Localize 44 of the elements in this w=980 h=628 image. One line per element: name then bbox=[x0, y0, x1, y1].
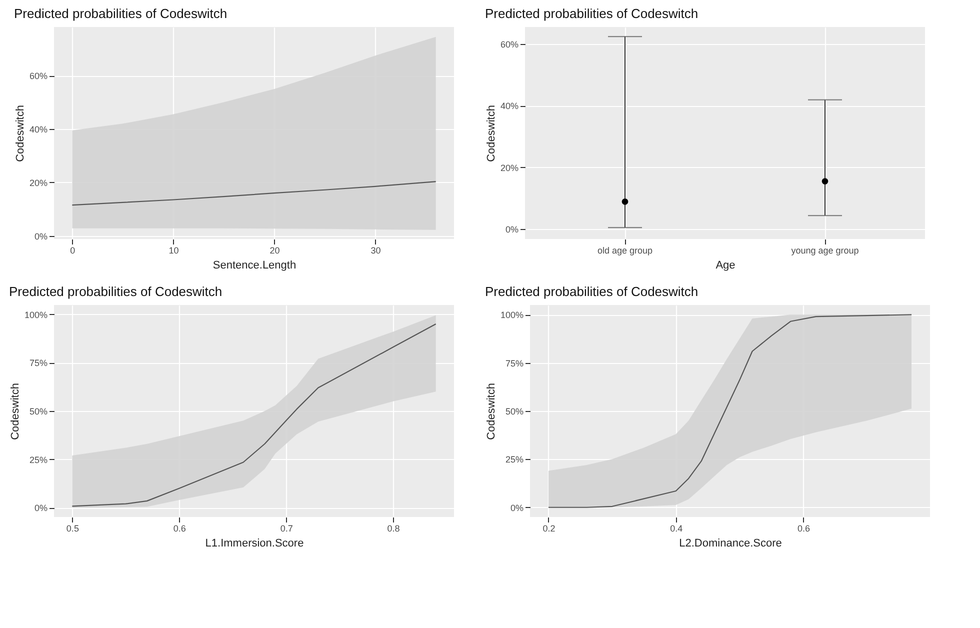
y-axis-title: Codeswitch bbox=[485, 105, 498, 162]
x-tick-label: 0.6 bbox=[797, 524, 810, 534]
x-tick-label: 0.6 bbox=[173, 524, 186, 534]
y-axis-title: Codeswitch bbox=[14, 105, 26, 162]
y-tick-label: 60% bbox=[500, 39, 518, 50]
y-axis-title: Codeswitch bbox=[9, 383, 22, 440]
line-series bbox=[72, 181, 436, 206]
x-tick-label: 0.5 bbox=[66, 524, 79, 534]
y-tick-label: 0% bbox=[34, 503, 48, 514]
x-tick-label: 20 bbox=[270, 246, 280, 256]
y-tick-label: 0% bbox=[34, 231, 48, 242]
x-tick-label: 0.2 bbox=[542, 524, 556, 534]
y-tick-label: 25% bbox=[29, 454, 48, 465]
y-tick-label: 50% bbox=[505, 406, 524, 416]
chart-title: Predicted probabilities of Codeswitch bbox=[8, 284, 222, 299]
x-tick-label: 10 bbox=[168, 246, 179, 256]
x-tick-label: 0.4 bbox=[670, 524, 683, 534]
y-tick-label: 75% bbox=[29, 358, 48, 368]
x-tick-label: 30 bbox=[370, 246, 381, 256]
x-axis-title: L2.Dominance.Score bbox=[679, 538, 782, 550]
x-axis-title: Age bbox=[716, 260, 736, 272]
x-tick-label: 0.8 bbox=[387, 524, 400, 534]
chart-title: Predicted probabilities of Codeswitch bbox=[14, 6, 228, 21]
y-tick-label: 75% bbox=[505, 358, 524, 368]
y-tick-label: 0% bbox=[510, 502, 524, 513]
y-tick-label: 20% bbox=[500, 162, 518, 173]
y-tick-label: 40% bbox=[29, 124, 48, 134]
y-tick-label: 100% bbox=[24, 310, 48, 320]
y-tick-label: 50% bbox=[29, 406, 48, 416]
y-tick-label: 25% bbox=[505, 454, 524, 465]
chart-title: Predicted probabilities of Codeswitch bbox=[484, 284, 698, 299]
x-tick-label: 0.7 bbox=[280, 524, 293, 534]
y-tick-label: 20% bbox=[29, 178, 48, 188]
x-tick-label: young age group bbox=[791, 246, 859, 256]
y-tick-label: 100% bbox=[500, 310, 524, 320]
x-axis-title: L1.Immersion.Score bbox=[205, 538, 304, 550]
x-axis-title: Sentence.Length bbox=[212, 260, 296, 272]
x-tick-label: old age group bbox=[597, 246, 653, 256]
y-tick-label: 60% bbox=[29, 71, 48, 82]
y-axis-title: Codeswitch bbox=[485, 383, 498, 440]
x-tick-label: 0 bbox=[70, 246, 76, 256]
y-tick-label: 40% bbox=[500, 101, 518, 112]
chart-title: Predicted probabilities of Codeswitch bbox=[484, 6, 698, 21]
y-tick-label: 0% bbox=[505, 224, 518, 235]
